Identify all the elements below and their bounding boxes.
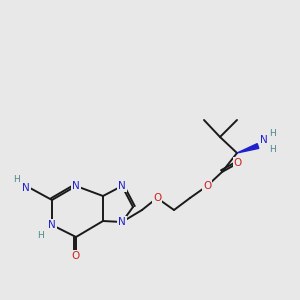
Text: O: O [153, 193, 161, 203]
Text: N: N [22, 183, 30, 193]
Text: N: N [48, 220, 56, 230]
Text: O: O [72, 251, 80, 261]
Text: N: N [118, 181, 126, 191]
Text: H: H [13, 176, 20, 184]
Text: N: N [260, 135, 268, 145]
Text: O: O [203, 181, 211, 191]
Text: H: H [270, 128, 276, 137]
Text: N: N [72, 181, 80, 191]
Text: N: N [118, 217, 126, 227]
Text: O: O [234, 158, 242, 168]
Polygon shape [237, 144, 259, 153]
Text: H: H [270, 145, 276, 154]
Text: H: H [37, 230, 44, 239]
